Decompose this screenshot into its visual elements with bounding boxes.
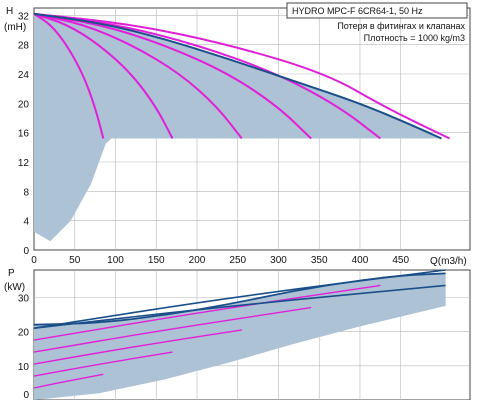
- power-y-tick-labels: 0 10 20 30: [18, 293, 30, 400]
- head-y-tick-label: 4: [23, 217, 29, 228]
- head-curve-2-pumps: [33, 12, 174, 139]
- x-tick-label: 450: [392, 255, 409, 266]
- head-envelope-curve: [33, 12, 442, 140]
- x-tick-label: 200: [189, 255, 206, 266]
- power-y-tick-label: 30: [18, 293, 30, 304]
- x-tick-label: 300: [270, 255, 287, 266]
- head-y-tick-label: 24: [18, 70, 30, 81]
- power-y-tick-label: 0: [23, 390, 29, 400]
- power-envelope-curve: [33, 272, 446, 326]
- head-axis-unit: (mH): [4, 22, 26, 33]
- head-operating-band: [34, 13, 442, 242]
- power-curve-6-pumps-limit: [33, 284, 446, 329]
- head-y-tick-label: 8: [23, 187, 29, 198]
- flow-axis-label: Q(m3/h): [430, 256, 467, 267]
- legend-box: HYDRO MPC-F 6CR64-1, 50 Hz Потеря в фити…: [286, 2, 468, 43]
- head-y-tick-label: 16: [18, 129, 30, 140]
- head-curves: [33, 12, 451, 140]
- power-panel: 0 10 20 30 P (kW): [4, 268, 471, 400]
- power-curve-3-pumps: [33, 329, 242, 365]
- power-axis-label: P: [8, 268, 15, 279]
- head-curve-1-pumps: [33, 13, 105, 139]
- head-band-area: [34, 13, 442, 242]
- legend-line-density: Плотность = 1000 kg/m3: [364, 33, 465, 43]
- head-y-tick-label: 0: [23, 246, 29, 257]
- x-tick-label: 150: [148, 255, 165, 266]
- head-curve-6-pumps: [33, 12, 451, 140]
- power-curves: [33, 269, 446, 389]
- head-y-tick-label: 28: [18, 41, 30, 52]
- x-tick-label: 400: [352, 255, 369, 266]
- head-y-tick-label: 12: [18, 158, 30, 169]
- power-band-area: [34, 273, 446, 400]
- x-tick-label: 0: [31, 255, 37, 266]
- x-tick-label: 100: [107, 255, 124, 266]
- power-axis-unit: (kW): [4, 282, 25, 293]
- power-curve-1-pumps: [33, 373, 104, 389]
- x-tick-label: 250: [229, 255, 246, 266]
- head-curve-3-pumps: [33, 12, 243, 140]
- power-operating-band: [34, 273, 446, 400]
- legend-line-fittings: Потеря в фитингах и клапанах: [337, 21, 465, 31]
- power-y-tick-label: 20: [18, 328, 30, 339]
- head-axis-label: H: [6, 6, 13, 17]
- head-curve-4-pumps: [33, 12, 312, 140]
- legend-title-frame: [286, 2, 468, 19]
- legend-title: HYDRO MPC-F 6CR64-1, 50 Hz: [292, 6, 423, 16]
- power-curve-2-pumps: [33, 351, 173, 377]
- x-tick-label: 50: [69, 255, 81, 266]
- head-y-tick-label: 20: [18, 99, 30, 110]
- power-curve-4-pumps: [33, 306, 312, 353]
- head-x-tick-labels: 0 50 100 150 200 250 300 350 400 450: [31, 255, 409, 266]
- head-y-tick-labels: 0 4 8 12 16 20 24 28 32: [18, 11, 30, 257]
- head-y-tick-label: 32: [18, 11, 30, 22]
- head-curve-5-pumps: [33, 12, 382, 140]
- head-panel: 0 4 8 12 16 20 24 28 32 0 50 100 150 200 250 300 350 400…: [4, 2, 471, 267]
- x-tick-label: 350: [311, 255, 328, 266]
- power-y-tick-label: 10: [18, 362, 30, 373]
